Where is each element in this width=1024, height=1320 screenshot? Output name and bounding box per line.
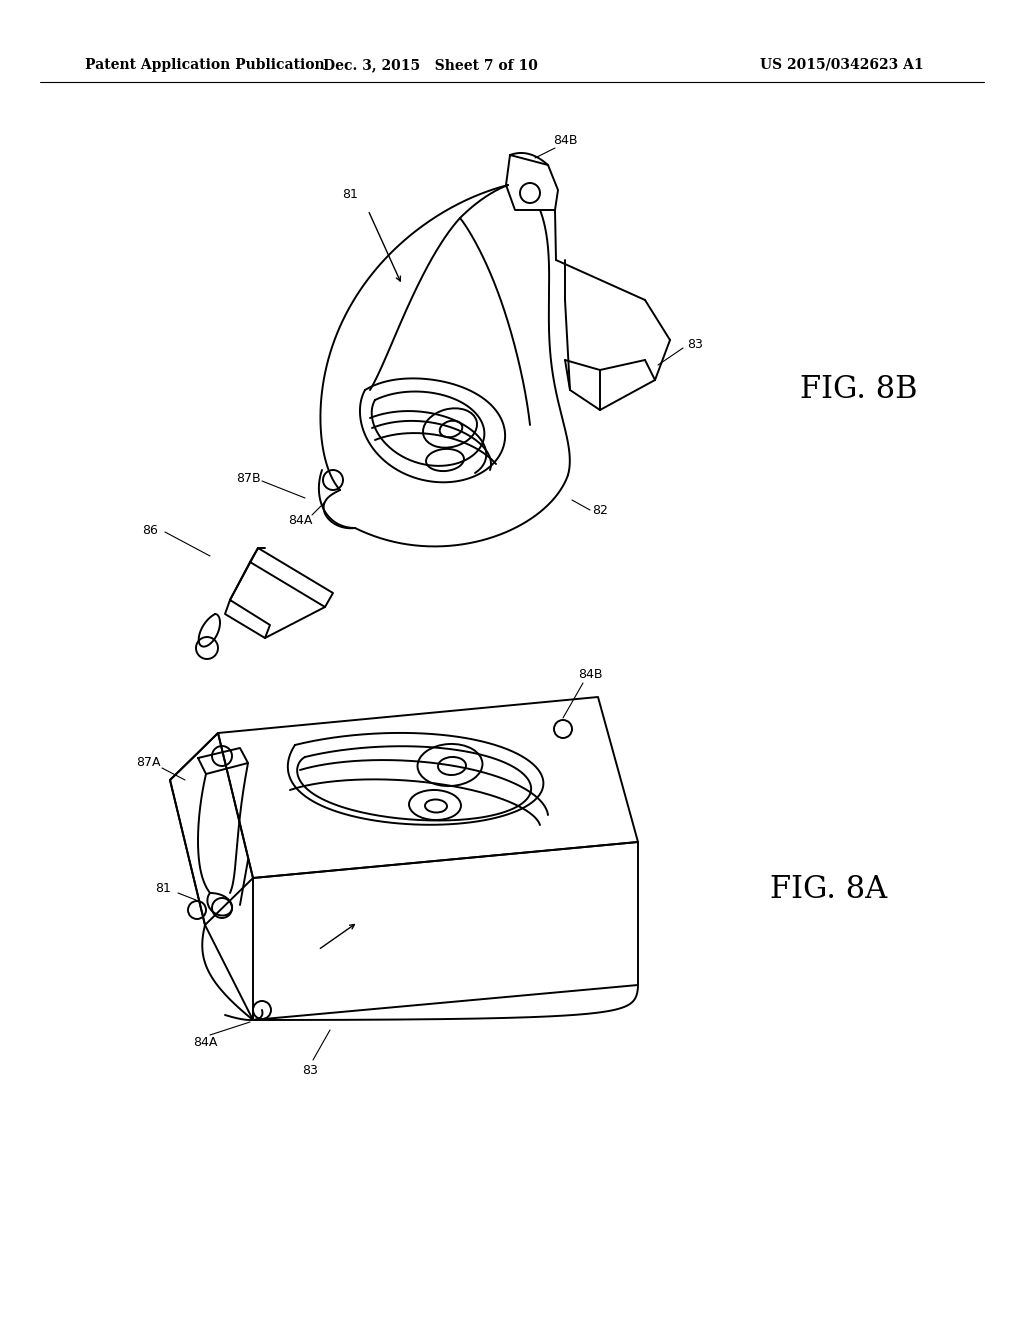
Text: 86: 86 bbox=[142, 524, 158, 536]
Text: FIG. 8A: FIG. 8A bbox=[770, 874, 887, 906]
Text: Patent Application Publication: Patent Application Publication bbox=[85, 58, 325, 73]
Text: US 2015/0342623 A1: US 2015/0342623 A1 bbox=[760, 58, 924, 73]
Text: 82: 82 bbox=[592, 503, 608, 516]
Text: 83: 83 bbox=[302, 1064, 317, 1077]
Text: 81: 81 bbox=[155, 882, 171, 895]
Text: 83: 83 bbox=[687, 338, 702, 351]
Text: 84A: 84A bbox=[193, 1036, 217, 1049]
Text: FIG. 8B: FIG. 8B bbox=[800, 375, 918, 405]
Text: Dec. 3, 2015   Sheet 7 of 10: Dec. 3, 2015 Sheet 7 of 10 bbox=[323, 58, 538, 73]
Text: 84B: 84B bbox=[553, 133, 578, 147]
Text: 87B: 87B bbox=[236, 471, 260, 484]
Text: 84B: 84B bbox=[578, 668, 602, 681]
Text: 84A: 84A bbox=[288, 513, 312, 527]
Text: 87A: 87A bbox=[136, 756, 160, 770]
Text: 81: 81 bbox=[342, 189, 358, 202]
